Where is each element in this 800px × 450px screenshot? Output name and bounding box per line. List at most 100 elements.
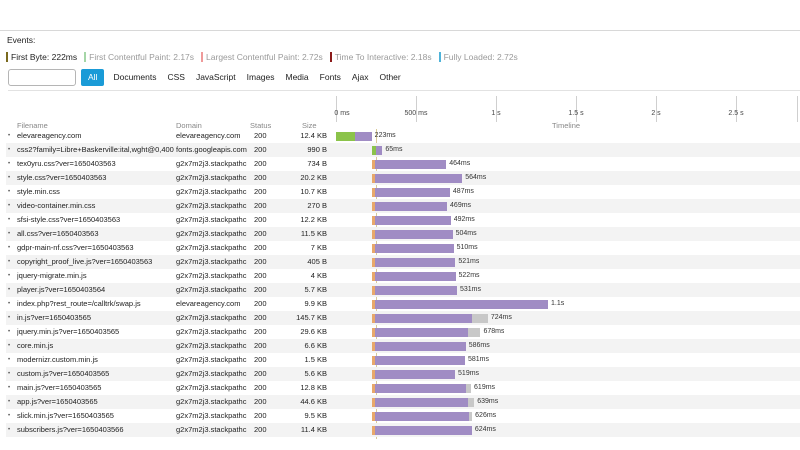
request-row[interactable]: • tex0yru.css?ver=1650403563 g2x7m2j3.stac…: [6, 157, 800, 171]
scale-tick: [336, 96, 337, 122]
request-domain: g2x7m2j3.stackpathc: [176, 425, 247, 434]
request-size: 12.4 KB: [300, 131, 327, 140]
events-label: Events:: [7, 35, 36, 45]
request-row[interactable]: • elevareagency.com elevareagency.com 200 12…: [6, 129, 800, 143]
request-domain: g2x7m2j3.stackpathc: [176, 313, 247, 322]
waterfall-segment-dns: [372, 146, 376, 155]
filter-tab-fonts[interactable]: Fonts: [319, 71, 341, 82]
waterfall-bar[interactable]: [372, 160, 447, 169]
waterfall-bar[interactable]: [372, 412, 473, 421]
waterfall-bar[interactable]: [372, 370, 456, 379]
waterfall-bar[interactable]: [372, 328, 481, 337]
request-size: 11.4 KB: [300, 425, 327, 434]
waterfall-bar[interactable]: [372, 202, 448, 211]
search-input[interactable]: [8, 68, 76, 86]
filter-tab-css[interactable]: CSS: [167, 71, 185, 82]
request-row[interactable]: • jquery.min.js?ver=1650403565 g2x7m2j3.st…: [6, 325, 800, 339]
request-row[interactable]: • video-container.min.css g2x7m2j3.stackpa…: [6, 199, 800, 213]
request-row[interactable]: • slick.min.js?ver=1650403565 g2x7m2j3.sta…: [6, 409, 800, 423]
waterfall-bar[interactable]: [372, 384, 472, 393]
waterfall-duration-label: 586ms: [468, 342, 490, 349]
request-row[interactable]: • css2?family=Libre+Baskerville:ital,wght…: [6, 143, 800, 157]
request-row[interactable]: • gdpr-main-nf.css?ver=1650403563 g2x7m2j3…: [6, 241, 800, 255]
request-row[interactable]: • index.php?rest_route=/calltrk/swap.js el…: [6, 297, 800, 311]
waterfall-bar[interactable]: [336, 132, 372, 141]
request-domain: g2x7m2j3.stackpathc: [176, 173, 247, 182]
filter-tab-media[interactable]: Media: [285, 71, 309, 82]
waterfall-bar[interactable]: [372, 216, 451, 225]
request-row[interactable]: • style.css?ver=1650403563 g2x7m2j3.stackp…: [6, 171, 800, 185]
column-header-size[interactable]: Size: [302, 121, 317, 130]
request-status: 200: [254, 271, 267, 280]
request-row[interactable]: • player.js?ver=1650403564 g2x7m2j3.stackp…: [6, 283, 800, 297]
waterfall-bar[interactable]: [372, 244, 454, 253]
request-row[interactable]: • style.min.css g2x7m2j3.stackpathc 200 10.7…: [6, 185, 800, 199]
request-domain: g2x7m2j3.stackpathc: [176, 257, 247, 266]
event-item: First Byte: 222ms: [6, 52, 77, 62]
column-header-domain[interactable]: Domain: [176, 121, 202, 130]
column-header-status[interactable]: Status: [250, 121, 272, 130]
request-size: 9.5 KB: [304, 411, 327, 420]
waterfall-bar[interactable]: [372, 174, 463, 183]
waterfall-bar[interactable]: [372, 258, 456, 267]
request-row[interactable]: • app.js?ver=1650403565 g2x7m2j3.stackpath…: [6, 395, 800, 409]
request-filename: tex0yru.css?ver=1650403563: [17, 159, 116, 168]
waterfall-bar[interactable]: [372, 356, 465, 365]
request-domain: g2x7m2j3.stackpathc: [176, 341, 247, 350]
waterfall-segment-recv: [375, 188, 450, 197]
event-item: Time To Interactive: 2.18s: [329, 52, 432, 62]
request-row[interactable]: • jquery-migrate.min.js g2x7m2j3.stackpath…: [6, 269, 800, 283]
request-row[interactable]: • custom.js?ver=1650403565 g2x7m2j3.stackp…: [6, 367, 800, 381]
waterfall-segment-connect: [372, 244, 376, 253]
waterfall-segment-connect: [372, 216, 376, 225]
expand-bullet-icon: •: [8, 287, 11, 293]
request-domain: g2x7m2j3.stackpathc: [176, 285, 247, 294]
request-status: 200: [254, 383, 267, 392]
waterfall-bar[interactable]: [372, 314, 488, 323]
request-status: 200: [254, 313, 267, 322]
waterfall-bar[interactable]: [372, 188, 450, 197]
top-divider: [0, 30, 800, 31]
waterfall-duration-label: 564ms: [465, 174, 487, 181]
filter-tab-javascript[interactable]: JavaScript: [195, 71, 236, 82]
waterfall-duration-label: 492ms: [453, 216, 475, 223]
waterfall-bar[interactable]: [372, 342, 466, 351]
filter-divider: [8, 90, 800, 91]
waterfall-segment-connect: [372, 384, 376, 393]
expand-bullet-icon: •: [8, 329, 11, 335]
waterfall-bar[interactable]: [372, 230, 453, 239]
filter-tab-other[interactable]: Other: [379, 71, 401, 82]
request-size: 20.2 KB: [300, 173, 327, 182]
request-row[interactable]: • modernizr.custom.min.js g2x7m2j3.stackpa…: [6, 353, 800, 367]
waterfall-duration-label: 521ms: [458, 258, 480, 265]
request-status: 200: [254, 201, 267, 210]
waterfall-bar[interactable]: [372, 426, 472, 435]
waterfall-duration-label: 487ms: [452, 188, 474, 195]
filter-tab-all[interactable]: All: [81, 68, 105, 86]
request-row[interactable]: • subscribers.js?ver=1650403566 g2x7m2j3.s…: [6, 423, 800, 437]
waterfall-bar[interactable]: [372, 286, 457, 295]
waterfall-segment-connect: [372, 272, 376, 281]
filter-tab-documents[interactable]: Documents: [113, 71, 157, 82]
scale-tick-label: 1.5 s: [568, 110, 584, 117]
request-row[interactable]: • core.min.js g2x7m2j3.stackpathc 200 6.6 KB…: [6, 339, 800, 353]
filter-tab-ajax[interactable]: Ajax: [351, 71, 369, 82]
event-marker-swatch: [6, 52, 8, 62]
expand-bullet-icon: •: [8, 385, 11, 391]
scale-tick-label: 0 ms: [334, 110, 350, 117]
request-row[interactable]: • main.js?ver=1650403565 g2x7m2j3.stackpat…: [6, 381, 800, 395]
column-header-filename[interactable]: Filename: [17, 121, 48, 130]
waterfall-bar[interactable]: [372, 272, 456, 281]
request-row[interactable]: • all.css?ver=1650403563 g2x7m2j3.stackpat…: [6, 227, 800, 241]
request-row[interactable]: • sfsi-style.css?ver=1650403563 g2x7m2j3.s…: [6, 213, 800, 227]
waterfall-bar[interactable]: [372, 300, 548, 309]
waterfall-segment-connect: [372, 328, 376, 337]
waterfall-bar[interactable]: [372, 398, 475, 407]
request-row[interactable]: • copyright_proof_live.js?ver=1650403563 g…: [6, 255, 800, 269]
request-domain: g2x7m2j3.stackpathc: [176, 201, 247, 210]
request-row[interactable]: • in.js?ver=1650403565 g2x7m2j3.stackpathc…: [6, 311, 800, 325]
waterfall-bar[interactable]: [372, 146, 383, 155]
waterfall-segment-connect: [372, 412, 376, 421]
filter-tab-images[interactable]: Images: [246, 71, 275, 82]
request-domain: g2x7m2j3.stackpathc: [176, 411, 247, 420]
